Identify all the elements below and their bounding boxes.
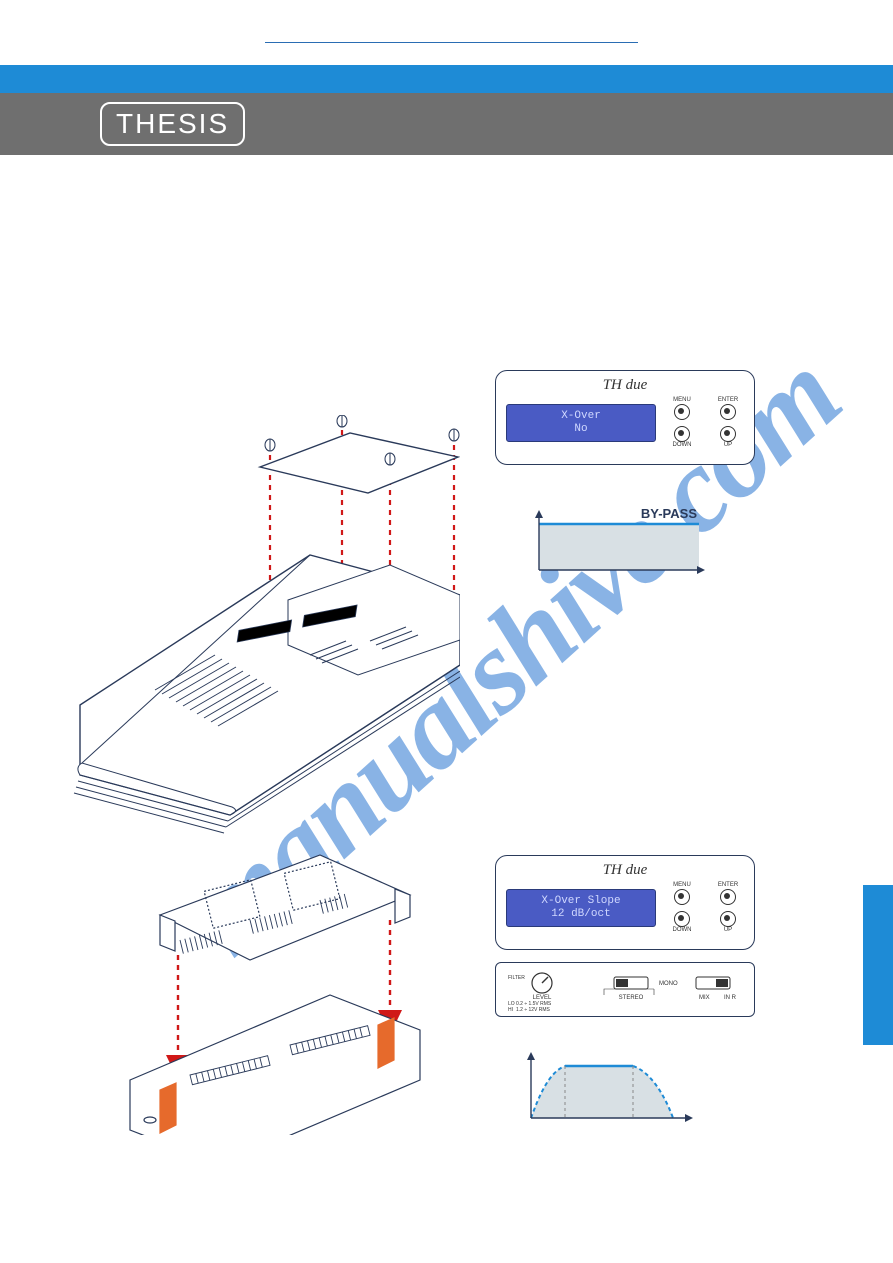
btn2-menu-label: MENU <box>666 882 698 888</box>
lcd2-line2: 12 dB/oct <box>507 908 655 921</box>
menu-button-2[interactable] <box>674 889 690 905</box>
bypass-chart: BY-PASS <box>525 510 705 580</box>
header-underline <box>265 42 638 43</box>
side-tab <box>863 885 893 1045</box>
gray-bar: THESIS <box>0 93 893 155</box>
menu-button[interactable] <box>674 404 690 420</box>
btn-up-label: UP <box>712 442 744 448</box>
btn2-enter-label: ENTER <box>712 882 744 888</box>
inr-label: IN R <box>724 995 737 1001</box>
lcd-1: X-Over No <box>506 404 656 442</box>
blue-bar <box>0 65 893 93</box>
controls-panel: LEVEL FILTER LO 0.2 ÷ 1.5V RMS HI 1.2 ÷ … <box>495 962 755 1017</box>
board-insertion-diagram <box>120 845 430 1135</box>
svg-text:1.2 ÷ 12V RMS: 1.2 ÷ 12V RMS <box>516 1007 551 1012</box>
up-button[interactable] <box>720 426 736 442</box>
lcd1-line1: X-Over <box>507 410 655 423</box>
header-link-area <box>0 0 893 65</box>
bandpass-chart <box>515 1052 695 1132</box>
amplifier-lid-diagram <box>60 415 460 835</box>
btn2-down-label: DOWN <box>666 927 698 933</box>
enter-button-2[interactable] <box>720 889 736 905</box>
thdue-panel-1: TH due X-Over No MENU ENTER DOWN UP <box>495 370 755 465</box>
svg-text:HI: HI <box>508 1007 513 1012</box>
down-button[interactable] <box>674 426 690 442</box>
stereo-label: STEREO <box>619 995 644 1001</box>
mono-label: MONO <box>659 981 678 987</box>
btn2-up-label: UP <box>712 927 744 933</box>
panel2-title: TH due <box>506 862 744 879</box>
mix-label: MIX <box>699 995 710 1001</box>
lcd1-line2: No <box>507 423 655 436</box>
filter-label: FILTER <box>508 975 525 981</box>
lcd2-line1: X-Over Slope <box>507 895 655 908</box>
thesis-logo: THESIS <box>100 102 245 146</box>
thdue-panel-2: TH due X-Over Slope 12 dB/oct MENU ENTER… <box>495 855 755 950</box>
down-button-2[interactable] <box>674 911 690 927</box>
enter-button[interactable] <box>720 404 736 420</box>
btn-down-label: DOWN <box>666 442 698 448</box>
lcd-2: X-Over Slope 12 dB/oct <box>506 889 656 927</box>
panel1-title: TH due <box>506 377 744 394</box>
up-button-2[interactable] <box>720 911 736 927</box>
btn-menu-label: MENU <box>666 397 698 403</box>
bypass-label: BY-PASS <box>641 506 697 521</box>
btn-enter-label: ENTER <box>712 397 744 403</box>
